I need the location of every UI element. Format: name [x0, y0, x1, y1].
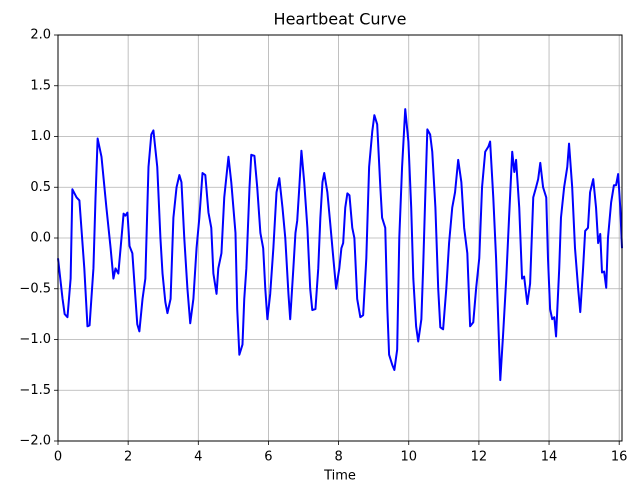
- y-tick-label: 0.0: [30, 231, 51, 246]
- plot-frame: [57, 34, 623, 442]
- x-tick-label: 2: [124, 450, 132, 465]
- y-tick-label: 1.5: [30, 78, 51, 93]
- x-tick-label: 10: [400, 450, 417, 465]
- y-tick-label: 1.0: [30, 129, 51, 144]
- x-tick-label: 8: [334, 450, 342, 465]
- y-tick-label: 0.5: [30, 180, 51, 195]
- x-tick-label: 0: [54, 450, 62, 465]
- data-line: [57, 108, 623, 382]
- y-tick-label: −0.5: [19, 281, 51, 296]
- chart-title: Heartbeat Curve: [274, 10, 407, 29]
- x-tick-label: 6: [264, 450, 272, 465]
- x-tick-label: 12: [471, 450, 488, 465]
- x-axis-label: Time: [323, 469, 356, 480]
- x-tick-label: 4: [194, 450, 202, 465]
- y-tick-label: 2.0: [30, 28, 51, 43]
- x-tick-label: 14: [541, 450, 558, 465]
- x-tick-label: 16: [611, 450, 628, 465]
- y-tick-label: −1.0: [19, 332, 51, 347]
- y-tick-label: −2.0: [19, 434, 51, 449]
- y-tick-label: −1.5: [19, 383, 51, 398]
